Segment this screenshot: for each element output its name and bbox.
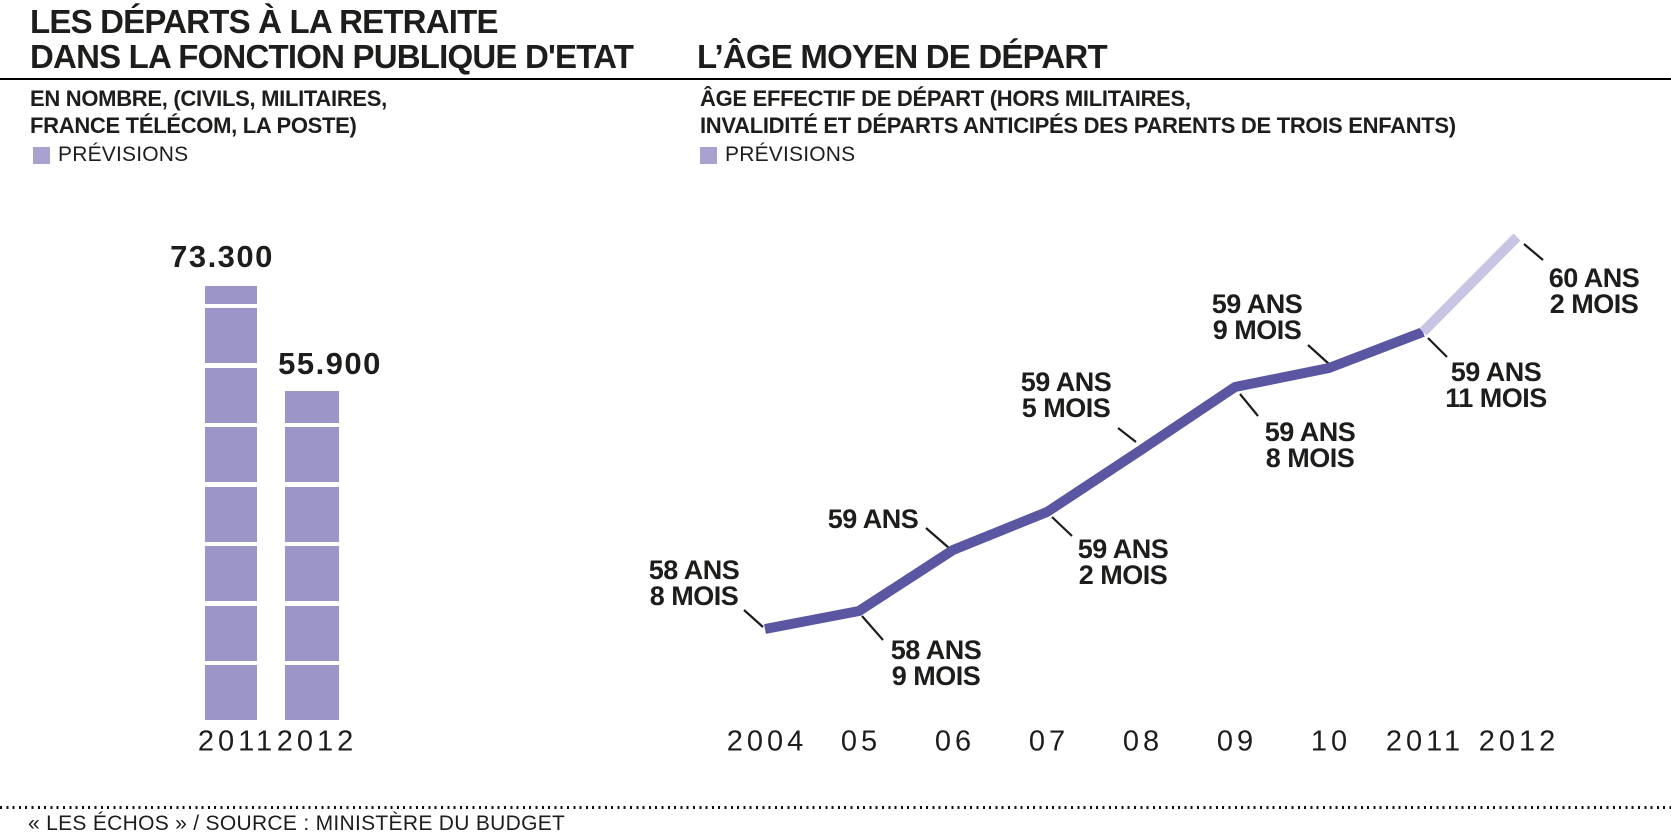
line-point-label-line: 59 ANS (827, 504, 919, 534)
line-point-label: 59 ANS 5 MOIS (1020, 367, 1112, 423)
footer-dotted-divider (0, 806, 1671, 809)
leader-line (743, 609, 764, 628)
leader-line (1051, 516, 1073, 537)
line-point-label-line: 5 MOIS (1021, 393, 1111, 423)
bar-block (205, 286, 257, 304)
left-chart-subtitle: EN NOMBRE, (CIVILS, MILITAIRES, FRANCE T… (30, 85, 387, 139)
forecast-legend-label: PRÉVISIONS (725, 143, 856, 166)
x-axis-label: 10 (1310, 725, 1352, 758)
bar-block (285, 391, 339, 423)
x-axis-label: 2011 (1385, 725, 1465, 758)
bar-block (285, 606, 339, 661)
right-chart-subtitle-line1: ÂGE EFFECTIF DE DÉPART (HORS MILITAIRES, (700, 86, 1191, 111)
line-point-label: 58 ANS 8 MOIS (648, 555, 740, 611)
line-point-label-line: 58 ANS (890, 635, 982, 665)
left-chart-subtitle-line2: FRANCE TÉLÉCOM, LA POSTE) (30, 113, 357, 138)
bar-year-label: 2012 (276, 725, 358, 758)
bar-block (285, 487, 339, 542)
bar-year-label: 2011 (197, 725, 277, 758)
bar-block (285, 427, 339, 482)
line-point-label-line: 2 MOIS (1549, 289, 1639, 319)
forecast-legend-swatch (700, 146, 717, 164)
forecast-legend-label: PRÉVISIONS (58, 143, 189, 166)
line-point-label: 59 ANS 11 MOIS (1445, 357, 1547, 413)
line-point-label-line: 59 ANS (1450, 357, 1542, 387)
leader-line (1427, 337, 1448, 358)
right-chart-subtitle: ÂGE EFFECTIF DE DÉPART (HORS MILITAIRES,… (700, 85, 1456, 139)
bar-block (205, 308, 257, 363)
leader-line (861, 615, 884, 641)
leader-line (1523, 243, 1544, 261)
bar-block (205, 546, 257, 601)
right-chart-subtitle-line2: INVALIDITÉ ET DÉPARTS ANTICIPÉS DES PARE… (700, 113, 1456, 138)
x-axis-label: 08 (1122, 725, 1164, 758)
leader-line (1117, 427, 1137, 443)
line-point-label-line: 59 ANS (1077, 534, 1169, 564)
leader-line (925, 527, 950, 549)
trend-line-forecast (1419, 233, 1521, 336)
line-point-label: 59 ANS 2 MOIS (1077, 534, 1169, 590)
x-axis-label: 09 (1216, 725, 1258, 758)
trend-line-actual (764, 327, 1425, 634)
source-credit: « LES ÉCHOS » / SOURCE : MINISTÈRE DU BU… (28, 812, 566, 835)
left-chart-subtitle-line1: EN NOMBRE, (CIVILS, MILITAIRES, (30, 86, 387, 111)
bar-block (205, 368, 257, 423)
line-point-label-line: 8 MOIS (649, 581, 739, 611)
forecast-legend-swatch (33, 146, 50, 164)
line-point-label: 59 ANS (827, 504, 919, 534)
line-point-label-line: 2 MOIS (1078, 560, 1168, 590)
line-point-label: 60 ANS 2 MOIS (1548, 263, 1640, 319)
left-legend: PRÉVISIONS (33, 143, 188, 167)
left-chart-title: LES DÉPARTS À LA RETRAITE DANS LA FONCTI… (30, 3, 634, 75)
line-point-label-line: 59 ANS (1020, 367, 1112, 397)
left-chart-title-line1: LES DÉPARTS À LA RETRAITE (30, 3, 498, 40)
x-axis-label: 06 (934, 725, 976, 758)
bar-block (205, 427, 257, 482)
line-point-label-line: 9 MOIS (1212, 315, 1302, 345)
line-point-label-line: 9 MOIS (891, 661, 981, 691)
line-point-label-line: 60 ANS (1548, 263, 1640, 293)
line-point-label: 59 ANS 8 MOIS (1264, 417, 1356, 473)
bar-value-label: 55.900 (278, 346, 382, 381)
bar-block (285, 546, 339, 601)
line-point-label: 58 ANS 9 MOIS (890, 635, 982, 691)
right-chart-title: L’ÂGE MOYEN DE DÉPART (697, 38, 1108, 75)
right-legend: PRÉVISIONS (700, 143, 855, 167)
left-chart-title-line2: DANS LA FONCTION PUBLIQUE D'ETAT (30, 38, 634, 75)
x-axis-label: 05 (840, 725, 882, 758)
leader-line (1239, 393, 1259, 417)
line-point-label-line: 59 ANS (1211, 289, 1303, 319)
bar-block (205, 606, 257, 661)
header-divider-line (0, 78, 1671, 80)
bar-block (205, 487, 257, 542)
bar-block (285, 665, 339, 720)
line-point-label-line: 11 MOIS (1445, 383, 1547, 413)
leader-line (1307, 344, 1330, 365)
x-axis-label: 2004 (726, 725, 808, 758)
bar-block (205, 665, 257, 720)
line-point-label-line: 59 ANS (1264, 417, 1356, 447)
bar-value-label: 73.300 (170, 239, 274, 274)
x-axis-label: 07 (1028, 725, 1070, 758)
line-point-label-line: 8 MOIS (1265, 443, 1355, 473)
x-axis-label: 2012 (1478, 725, 1560, 758)
line-point-label-line: 58 ANS (648, 555, 740, 585)
line-point-label: 59 ANS 9 MOIS (1211, 289, 1303, 345)
